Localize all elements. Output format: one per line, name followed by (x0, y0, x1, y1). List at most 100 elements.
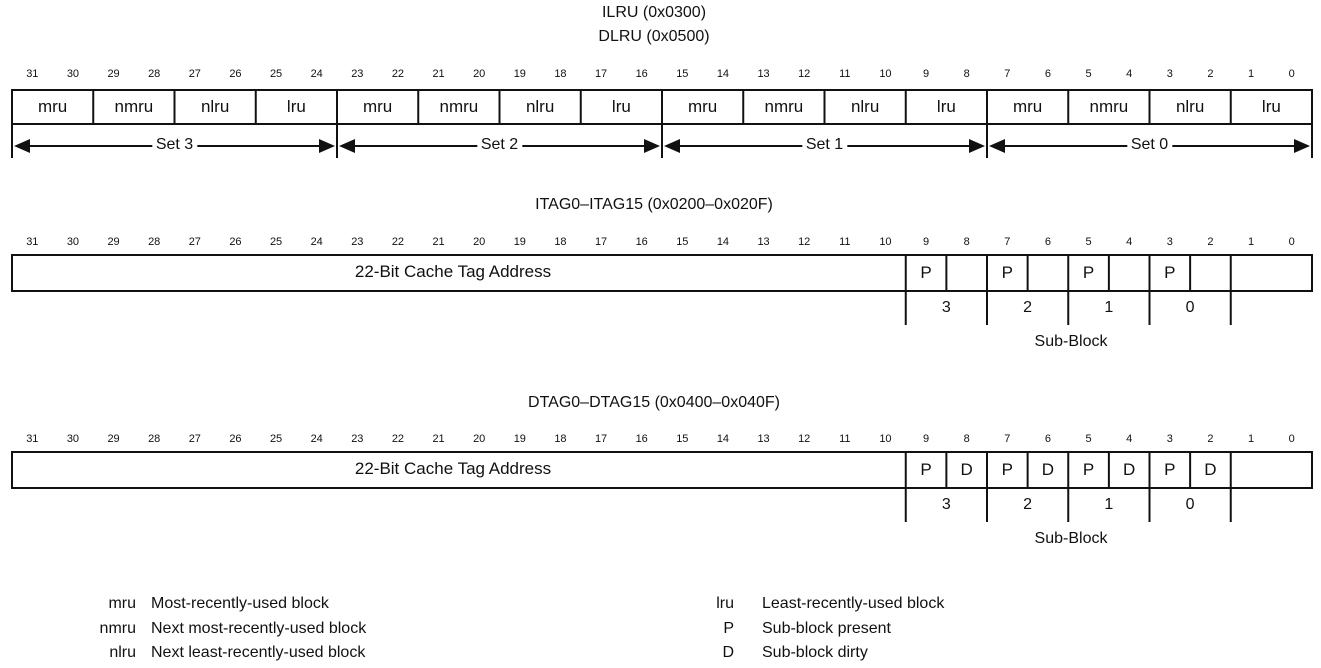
bit-number: 11 (839, 236, 851, 248)
bit-number: 11 (839, 433, 851, 445)
bit-number: 1 (1248, 433, 1255, 445)
bit-number: 28 (148, 433, 161, 445)
bit-number: 23 (351, 433, 364, 445)
lru-field-nlru: nlru (850, 97, 880, 116)
legend-desc-mru: Most-recently-used block (151, 595, 329, 612)
itag-register-title: ITAG0–ITAG15 (0x0200–0x020F) (535, 196, 773, 213)
sub-block-number: 1 (1104, 299, 1114, 316)
bit-number: 24 (310, 433, 323, 445)
bit-field-P: P (1164, 263, 1176, 282)
bit-number: 20 (473, 433, 486, 445)
bit-field-D: D (960, 460, 973, 479)
lru-field-nlru: nlru (1175, 97, 1205, 116)
bit-number: 0 (1288, 433, 1295, 445)
bit-number: 13 (757, 236, 770, 248)
bit-number: 7 (1004, 236, 1011, 248)
bit-number: 19 (513, 236, 526, 248)
bit-number: 3 (1166, 236, 1173, 248)
itag-tag-address-field: 22-Bit Cache Tag Address (354, 262, 552, 281)
bit-number: 27 (188, 236, 201, 248)
bit-number: 3 (1166, 433, 1173, 445)
bit-field-P: P (920, 460, 932, 479)
bit-number: 0 (1288, 68, 1295, 80)
set-arrow-left (339, 139, 355, 153)
bit-number: 25 (269, 68, 283, 80)
bit-number: 1 (1248, 236, 1255, 248)
legend-abbr-p: P (723, 620, 734, 637)
lru-field-mru: mru (37, 97, 68, 116)
dtag-register-title: DTAG0–DTAG15 (0x0400–0x040F) (528, 394, 780, 411)
sub-block-number: 3 (941, 496, 951, 513)
lru-register-title-2: DLRU (0x0500) (598, 28, 710, 45)
set-arrow-right (969, 139, 985, 153)
bit-number: 17 (594, 236, 608, 248)
bit-number: 14 (716, 236, 730, 248)
bit-number: 30 (66, 68, 80, 80)
bit-number: 22 (391, 68, 405, 80)
bit-number: 16 (635, 433, 648, 445)
lru-field-lru: lru (936, 97, 956, 116)
sub-block-number: 2 (1023, 496, 1033, 513)
bit-number: 23 (351, 236, 364, 248)
bit-number: 26 (229, 433, 242, 445)
bit-field-P: P (920, 263, 932, 282)
legend-desc-p: Sub-block present (762, 620, 891, 637)
legend-desc-lru: Least-recently-used block (762, 595, 945, 612)
bit-number: 2 (1207, 433, 1214, 445)
lru-field-nlru: nlru (200, 97, 230, 116)
bit-number: 27 (188, 68, 201, 80)
bit-number: 15 (676, 236, 689, 248)
bit-number: 10 (879, 236, 892, 248)
set-label: Set 3 (151, 136, 198, 154)
legend-desc-nmru: Next most-recently-used block (151, 620, 367, 637)
bit-number: 26 (229, 68, 242, 80)
sub-block-number: 1 (1104, 496, 1114, 513)
bit-number: 17 (594, 433, 608, 445)
bit-number: 6 (1044, 433, 1051, 445)
bit-number: 8 (963, 68, 970, 80)
bit-number: 5 (1085, 236, 1092, 248)
lru-field-lru: lru (1261, 97, 1281, 116)
bit-number: 15 (676, 433, 689, 445)
legend-desc-d: Sub-block dirty (762, 644, 868, 661)
bit-number: 5 (1085, 68, 1092, 80)
dtag_register-box (11, 451, 1313, 489)
bit-number: 12 (798, 433, 811, 445)
set-label: Set 2 (476, 136, 523, 154)
bit-number: 14 (716, 68, 730, 80)
bit-number: 12 (798, 68, 811, 80)
bit-number: 1 (1248, 68, 1255, 80)
bit-number: 31 (26, 236, 39, 248)
bit-number: 2 (1207, 68, 1214, 80)
bit-number: 29 (107, 236, 120, 248)
bit-number: 7 (1004, 433, 1011, 445)
bit-number: 10 (879, 68, 892, 80)
bit-number: 26 (229, 236, 242, 248)
bit-number: 24 (310, 68, 323, 80)
sub-block-number: 2 (1023, 299, 1033, 316)
lru-field-nmru: nmru (764, 97, 804, 116)
set-arrow-right (319, 139, 335, 153)
bit-number: 3 (1166, 68, 1173, 80)
legend-abbr-lru: lru (716, 595, 734, 612)
bit-number: 2 (1207, 236, 1214, 248)
bit-number: 29 (107, 433, 120, 445)
bit-number: 17 (594, 68, 608, 80)
bit-number: 23 (351, 68, 364, 80)
bit-number: 27 (188, 433, 201, 445)
set-arrow-right (644, 139, 660, 153)
bit-number: 22 (391, 433, 405, 445)
bit-number: 21 (432, 236, 445, 248)
bit-number: 31 (26, 433, 39, 445)
bit-number: 6 (1044, 236, 1051, 248)
bit-number: 13 (757, 433, 770, 445)
set-label: Set 1 (801, 136, 848, 154)
bit-field-P: P (1001, 460, 1013, 479)
bit-number: 18 (554, 433, 567, 445)
bit-number: 11 (839, 68, 851, 80)
bit-number: 14 (716, 433, 730, 445)
bit-field-D: D (1204, 460, 1217, 479)
bit-number: 25 (269, 433, 283, 445)
lru-field-nmru: nmru (114, 97, 154, 116)
